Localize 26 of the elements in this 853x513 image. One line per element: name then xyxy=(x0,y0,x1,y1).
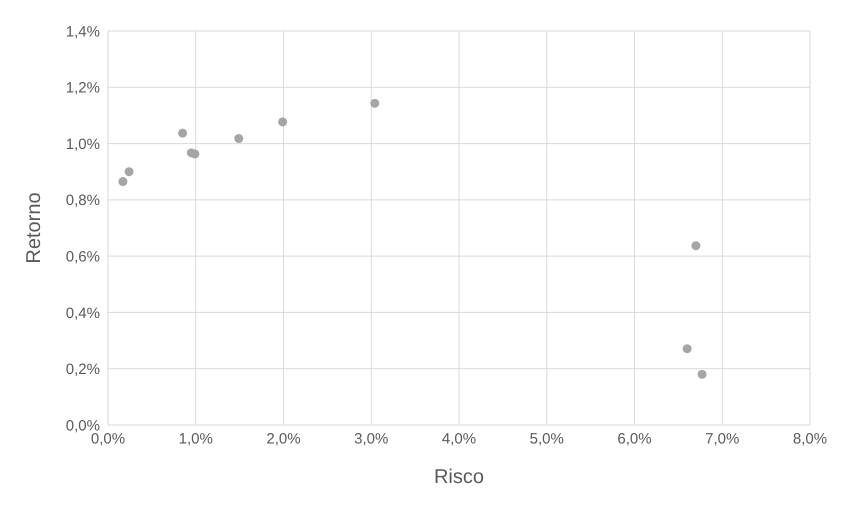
x-tick-label: 7,0% xyxy=(705,430,740,448)
point xyxy=(691,241,700,250)
y-tick-label: 1,2% xyxy=(66,80,100,97)
point xyxy=(698,370,707,379)
y-tick-label: 0,8% xyxy=(66,192,100,210)
x-tick-label: 2,0% xyxy=(266,430,301,448)
point xyxy=(370,98,380,108)
x-axis-title: Risco xyxy=(434,466,484,488)
point xyxy=(124,167,134,176)
x-tick-label: 3,0% xyxy=(354,430,388,448)
y-tick-label: 1,4% xyxy=(66,23,100,40)
x-tick-label: 8,0% xyxy=(792,430,828,448)
point xyxy=(234,134,244,144)
x-tick-label: 1,0% xyxy=(178,430,213,448)
point xyxy=(278,117,288,126)
point xyxy=(682,344,692,354)
x-tick-label: 6,0% xyxy=(617,430,652,448)
y-tick-label: 1,0% xyxy=(66,136,100,153)
x-tick-label: 4,0% xyxy=(442,430,476,448)
y-axis-title: Retorno xyxy=(23,192,46,264)
point xyxy=(178,128,188,138)
y-tick-label: 0,2% xyxy=(66,361,100,378)
y-tick-label: 0,4% xyxy=(66,304,100,322)
x-tick-label: 5,0% xyxy=(530,430,564,448)
point xyxy=(118,177,128,186)
y-tick-label: 0,6% xyxy=(66,248,100,266)
